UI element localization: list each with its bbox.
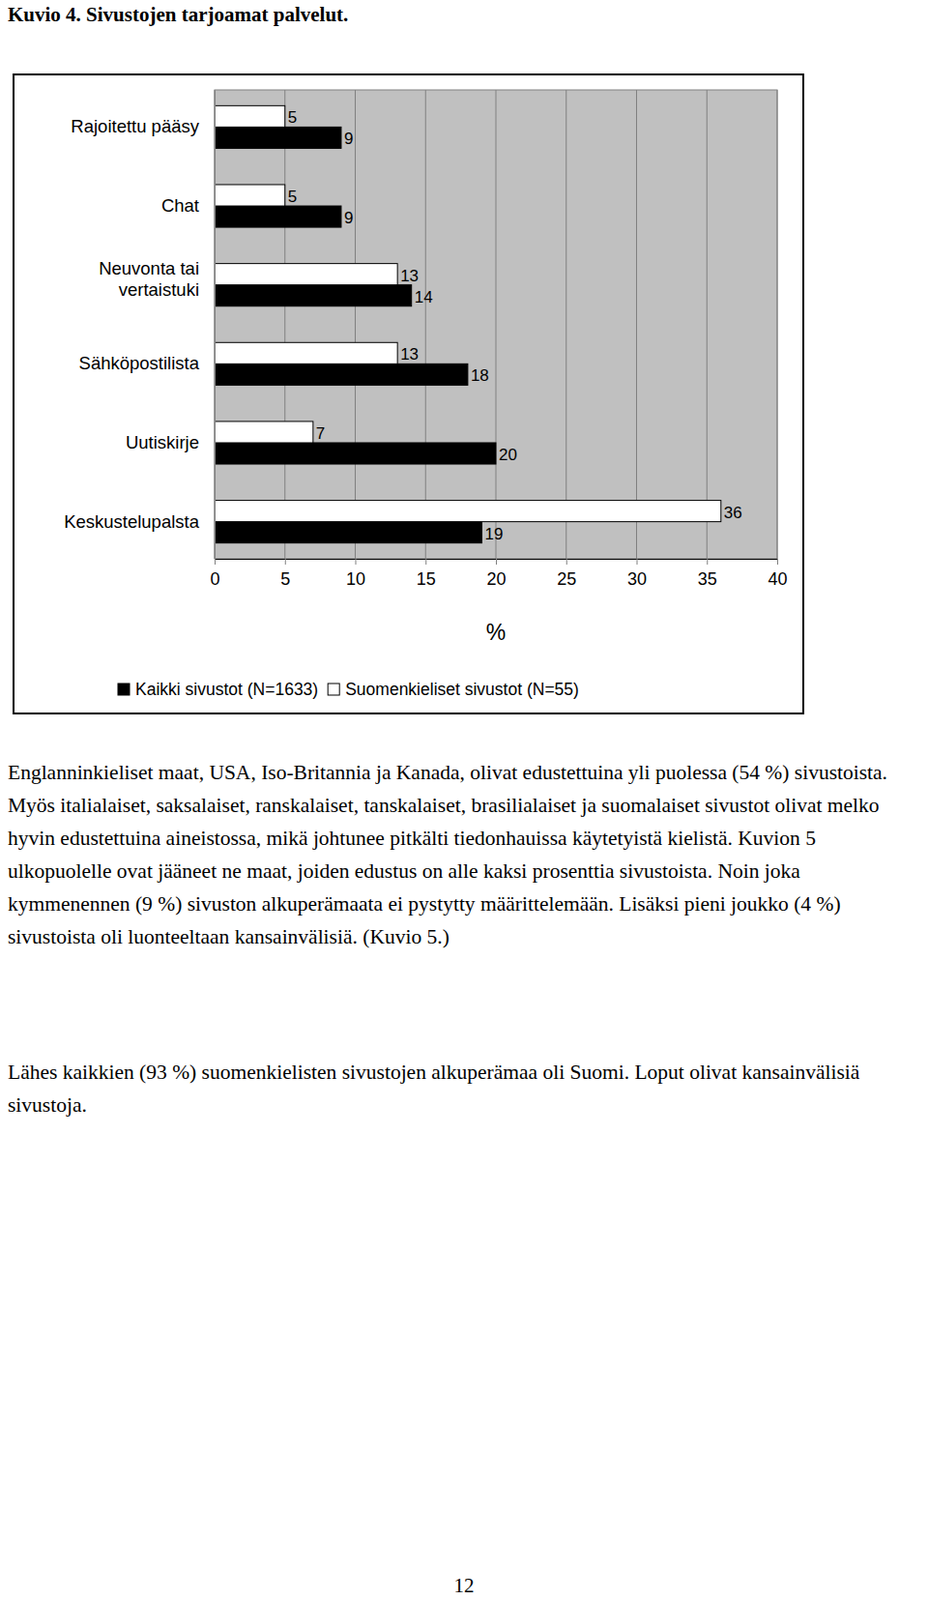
y-tick: Keskustelupalsta [63, 511, 215, 532]
x-tick-mark [706, 558, 708, 565]
data-labels: 9 9 14 18 20 19 5 5 13 13 7 36 [288, 108, 743, 543]
y-tick-label: Sähköpostilista [79, 352, 201, 374]
x-tick: 15 [416, 558, 436, 589]
bar [214, 184, 286, 206]
x-tick-mark [355, 558, 357, 565]
x-tick-label: 25 [556, 569, 577, 589]
x-tick-label: 30 [627, 569, 647, 589]
x-tick-label: 40 [767, 569, 787, 589]
x-axis-line [215, 559, 779, 566]
grid-line [565, 89, 567, 559]
y-tick: Uutiskirje [125, 432, 215, 453]
data-label: 13 [400, 345, 419, 364]
data-label: 9 [344, 129, 353, 148]
legend-swatch [327, 683, 340, 696]
y-tick-label: Keskustelupalsta [63, 511, 201, 532]
grid-line [284, 89, 286, 559]
y-axis-line [214, 90, 216, 560]
grid-line [495, 89, 497, 559]
x-tick: 5 [280, 558, 290, 589]
bar [214, 442, 496, 464]
bars [214, 105, 722, 543]
x-axis-title: % [486, 619, 506, 645]
legend-label: Suomenkieliset sivustot (N=55) [345, 679, 580, 699]
y-tick-label: Uutiskirje [125, 432, 200, 453]
x-tick: 0 [209, 558, 220, 589]
x-tick: 40 [767, 558, 787, 589]
data-label: 5 [288, 187, 297, 206]
data-label: 20 [498, 445, 518, 464]
bar [214, 105, 286, 127]
x-axis: 0 5 10 15 20 25 30 35 40 [209, 558, 787, 589]
bar [214, 205, 342, 228]
y-tick: Sähköpostilista [79, 352, 215, 374]
x-tick: 25 [556, 558, 577, 589]
y-tick: Rajoitettu pääsy [70, 116, 215, 137]
x-tick-mark [285, 558, 287, 565]
title: Kuvio 4. Sivustojen tarjoamat palvelut. [7, 2, 348, 27]
bar [214, 421, 314, 443]
data-label: 14 [414, 288, 434, 307]
x-tick-label: 10 [346, 569, 366, 589]
x-tick-mark [425, 558, 427, 565]
legend-swatch [117, 683, 130, 696]
legend: Kaikki sivustot (N=1633) Suomenkieliset s… [117, 679, 580, 699]
grid-line [777, 89, 779, 559]
data-label: 5 [288, 108, 297, 127]
x-tick-label: 15 [416, 569, 436, 589]
y-tick: Neuvonta taivertaistuki [98, 258, 215, 300]
x-tick-mark [495, 558, 497, 565]
data-label: 36 [724, 503, 743, 522]
plot-area [214, 89, 778, 559]
y-tick-label: Rajoitettu pääsy [70, 116, 200, 137]
x-tick-label: 5 [280, 569, 290, 589]
x-tick-label: 0 [209, 569, 220, 589]
data-label: 18 [470, 366, 490, 385]
data-label: 9 [344, 208, 353, 228]
x-tick-mark [566, 558, 568, 565]
paragraph: Lähes kaikkien (93 %) suomenkielisten si… [7, 1055, 917, 1122]
y-tick: Chat [161, 195, 215, 216]
x-tick: 30 [627, 558, 647, 589]
bar [214, 522, 482, 544]
chart-frame [13, 74, 804, 714]
y-tick-label: Neuvonta taivertaistuki [98, 258, 200, 300]
grid-line [354, 89, 356, 559]
y-tick-label: Chat [161, 195, 200, 216]
x-tick-mark [777, 558, 779, 565]
grid [214, 89, 778, 559]
x-tick: 20 [486, 558, 506, 589]
data-label: 13 [400, 266, 419, 286]
paragraph: Englanninkieliset maat, USA, Iso-Britann… [7, 755, 917, 954]
grid-line [636, 89, 638, 559]
data-label: 19 [484, 524, 503, 544]
x-tick-mark [214, 558, 216, 565]
x-tick: 10 [346, 558, 366, 589]
bar [214, 263, 398, 286]
grid-line [706, 89, 708, 559]
chart: Kuvio 4. Sivustojen tarjoamat palvelut. 9… [0, 0, 928, 735]
x-tick-label: 35 [697, 569, 718, 589]
x-tick-label: 20 [486, 569, 506, 589]
x-tick: 35 [697, 558, 718, 589]
bar [214, 126, 342, 148]
data-label: 7 [316, 424, 325, 443]
x-tick-mark [637, 558, 638, 565]
grid-line [425, 89, 427, 559]
legend-label: Kaikki sivustot (N=1633) [135, 679, 319, 699]
bar [214, 363, 468, 385]
grid-line [214, 89, 216, 559]
bar [214, 500, 722, 522]
page-number: 12 [0, 1573, 928, 1598]
bar [214, 342, 398, 364]
y-axis: Rajoitettu pääsy Chat Neuvonta taivertaist… [63, 90, 215, 560]
bar [214, 285, 412, 307]
